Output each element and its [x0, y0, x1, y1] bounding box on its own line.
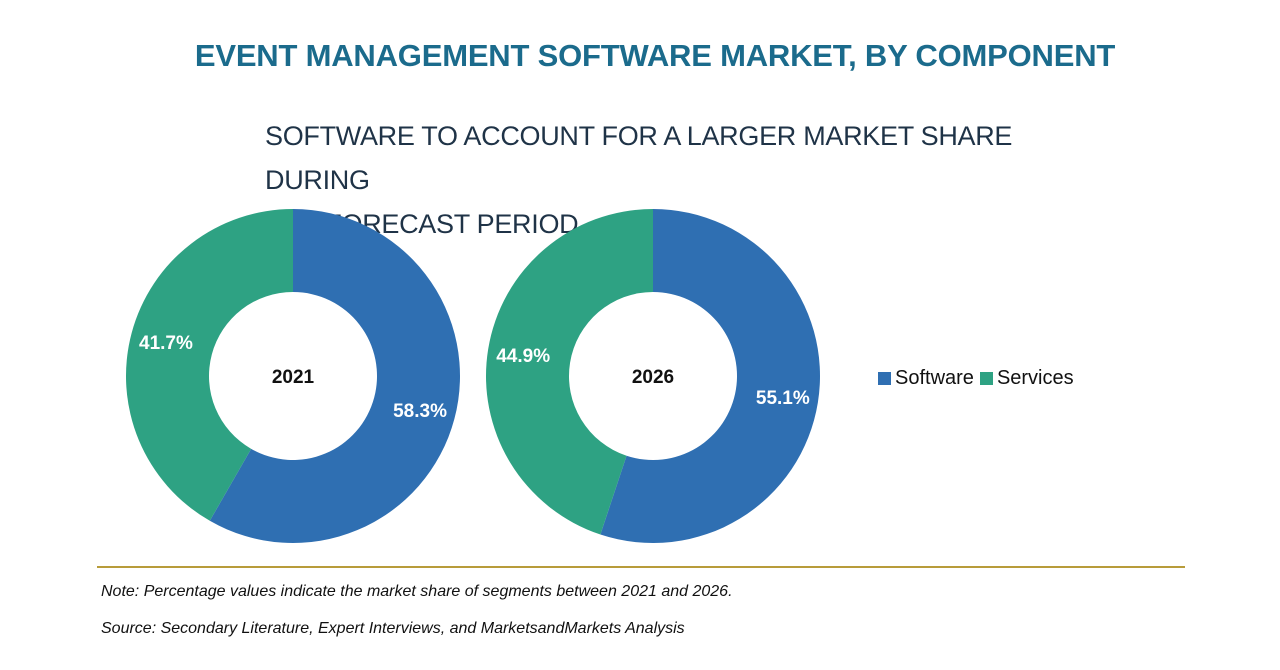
slice-label-services-2026: 44.9% [496, 346, 550, 367]
footer-source: Source: Secondary Literature, Expert Int… [101, 620, 685, 637]
donut-chart-2026: 55.1% 44.9% 2026 [485, 209, 820, 543]
legend-item-services: Services [979, 367, 1074, 390]
legend-label-services: Services [996, 367, 1074, 389]
legend-item-software: Software [878, 367, 974, 390]
donut-center-label-2026: 2026 [632, 367, 674, 388]
slice-label-services-2021: 41.7% [139, 333, 193, 354]
slice-label-software-2026: 55.1% [756, 388, 810, 409]
slice-software-2026 [600, 209, 820, 543]
legend: Software Services [878, 367, 1080, 390]
slice-services-2026 [485, 209, 653, 535]
subtitle-line-1: SOFTWARE TO ACCOUNT FOR A LARGER MARKET … [265, 121, 1013, 195]
slice-services-2021 [125, 209, 293, 521]
legend-swatch-services [979, 372, 993, 385]
chart-title: EVENT MANAGEMENT SOFTWARE MARKET, BY COM… [194, 38, 1116, 73]
slice-software-2021 [209, 209, 461, 543]
donut-chart-2021: 58.3% 41.7% 2021 [125, 209, 461, 543]
footer-note: Note: Percentage values indicate the mar… [101, 583, 733, 600]
donut-center-label-2021: 2021 [272, 367, 315, 388]
legend-label-software: Software [895, 367, 974, 389]
slice-label-software-2021: 58.3% [393, 401, 447, 422]
legend-swatch-software [878, 372, 891, 385]
footer-divider [97, 566, 1185, 568]
